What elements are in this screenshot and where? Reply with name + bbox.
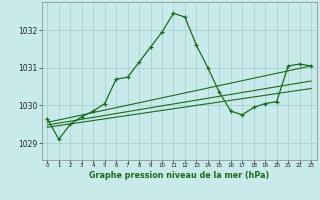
X-axis label: Graphe pression niveau de la mer (hPa): Graphe pression niveau de la mer (hPa) (89, 171, 269, 180)
